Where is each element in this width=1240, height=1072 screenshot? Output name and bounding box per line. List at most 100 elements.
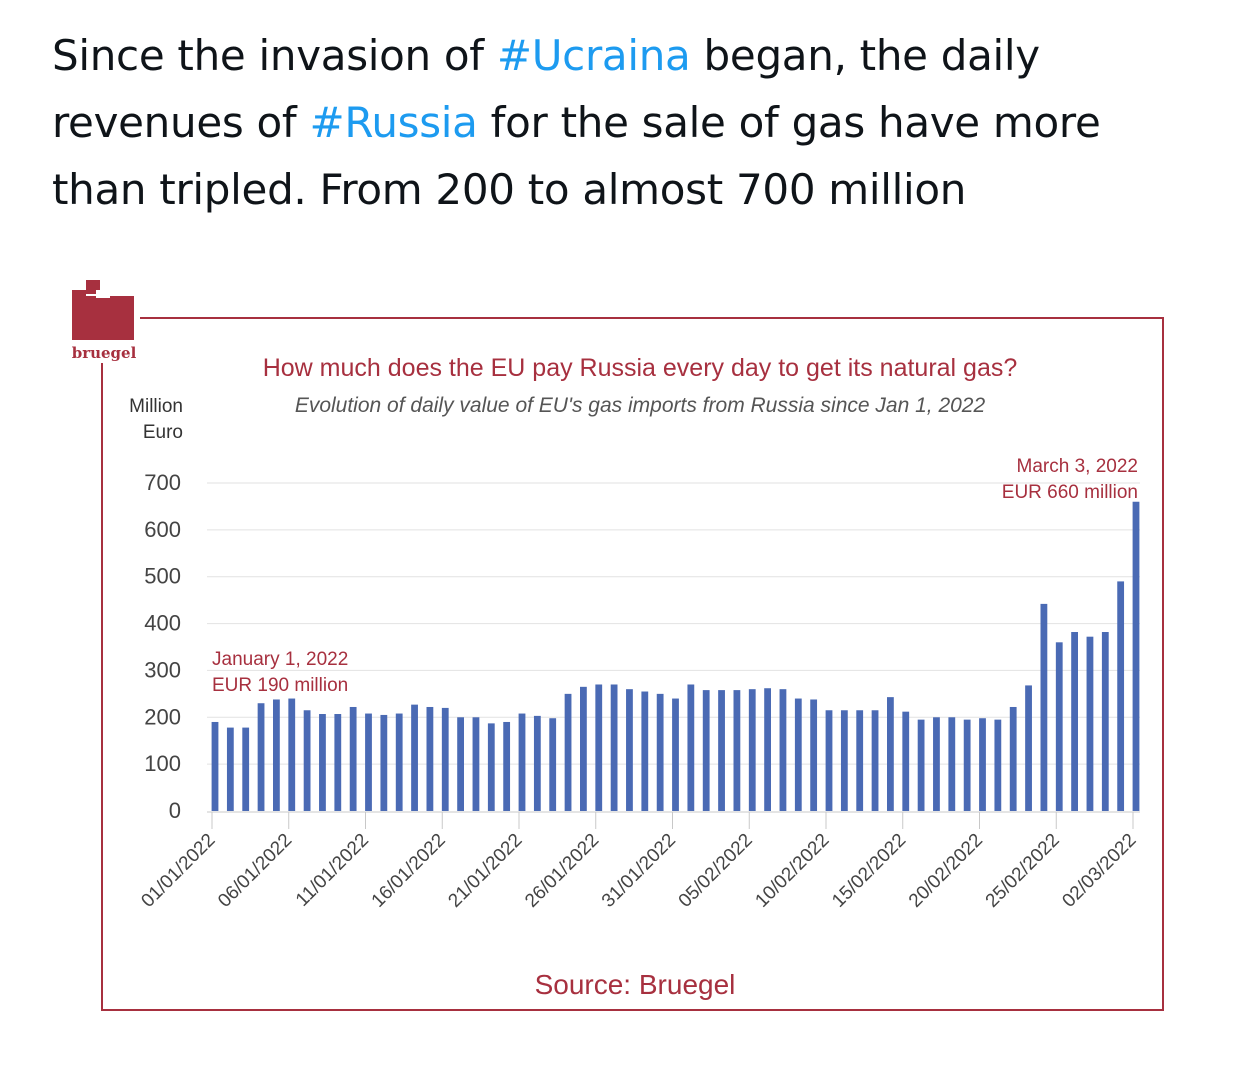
x-axis-ticks: 01/01/202206/01/202211/01/202216/01/2022…	[137, 812, 1141, 912]
x-tick-label: 01/01/2022	[137, 830, 219, 912]
bar	[380, 714, 388, 811]
bar	[1086, 636, 1094, 811]
x-tick-label: 11/01/2022	[292, 830, 373, 911]
bar	[411, 704, 418, 811]
bar	[319, 714, 326, 811]
tweet-text-part-3: for the sale of gas have more than tripl…	[52, 98, 1101, 214]
bar	[656, 693, 664, 811]
x-tick-label: 31/01/2022	[598, 830, 680, 912]
x-tick-label: 02/03/2022	[1058, 830, 1140, 912]
bar	[840, 710, 848, 811]
x-tick-label: 06/01/2022	[214, 830, 296, 912]
chart-subtitle: Evolution of daily value of EU's gas imp…	[295, 394, 986, 417]
bar	[1071, 632, 1078, 811]
bar	[610, 684, 618, 811]
bar	[764, 688, 771, 811]
bar	[1009, 706, 1017, 811]
bar	[641, 691, 649, 811]
x-tick-label: 16/01/2022	[368, 830, 450, 912]
x-tick-label: 25/02/2022	[982, 830, 1064, 912]
chart-frame	[101, 317, 1164, 1011]
bar	[748, 689, 756, 811]
bar	[1117, 581, 1125, 811]
bar	[902, 711, 910, 811]
bar	[441, 707, 449, 811]
bar	[794, 698, 802, 811]
bar	[887, 697, 894, 811]
y-tick-label: 500	[144, 564, 181, 589]
bar	[503, 721, 511, 811]
bar	[871, 710, 879, 811]
chart-title: How much does the EU pay Russia every da…	[263, 354, 1018, 382]
bar	[472, 717, 480, 811]
y-tick-label: 600	[144, 517, 181, 542]
y-axis-label-line-2: Euro	[143, 422, 183, 443]
bar	[994, 719, 1002, 811]
bar	[288, 698, 296, 811]
bar	[1132, 501, 1140, 811]
bar	[810, 699, 818, 811]
x-tick-label: 21/01/2022	[444, 830, 526, 912]
annotation-end-date: March 3, 2022	[1017, 456, 1138, 477]
bar	[672, 698, 679, 811]
bar	[273, 699, 280, 811]
bar	[595, 684, 603, 811]
bar	[487, 723, 495, 811]
x-tick-label: 20/02/2022	[905, 830, 987, 912]
bar	[211, 721, 219, 811]
y-tick-label: 200	[144, 704, 181, 729]
x-tick-label: 15/02/2022	[828, 830, 910, 912]
logo-block-icon	[72, 296, 134, 340]
hashtag-russia-link[interactable]: #Russia	[309, 98, 478, 147]
bar	[457, 717, 464, 811]
bar	[963, 719, 971, 811]
bar	[718, 690, 725, 811]
bar	[426, 706, 434, 811]
bar	[948, 717, 956, 811]
bar	[687, 684, 695, 811]
y-tick-label: 300	[144, 657, 181, 682]
logo-wordmark: bruegel	[72, 344, 137, 362]
bruegel-logo: bruegel	[72, 280, 137, 362]
bar	[518, 713, 526, 811]
bar	[303, 710, 311, 811]
bar	[825, 710, 833, 811]
bar	[1101, 632, 1109, 811]
bar	[1025, 685, 1032, 811]
bar	[933, 717, 940, 811]
y-tick-label: 700	[144, 470, 181, 495]
y-axis-ticks: 0 100 200 300 400 500 600 700	[144, 470, 181, 823]
bar	[549, 718, 557, 811]
annotation-start-value: EUR 190 million	[212, 675, 348, 696]
bar	[395, 713, 403, 811]
bar	[702, 690, 710, 811]
y-axis-label-line-1: Million	[129, 396, 183, 417]
bar	[1040, 603, 1048, 811]
bar-series	[211, 501, 1140, 811]
bar	[257, 703, 265, 811]
hashtag-ucraina-link[interactable]: #Ucraina	[496, 31, 691, 80]
bar	[226, 727, 234, 811]
y-tick-label: 100	[144, 751, 181, 776]
bar	[349, 706, 357, 811]
y-tick-label: 400	[144, 611, 181, 636]
bar	[917, 719, 925, 811]
bar	[733, 690, 741, 811]
bar	[334, 714, 342, 811]
tweet-text-part-1: Since the invasion of	[52, 31, 497, 80]
bar	[979, 718, 986, 811]
bar	[564, 693, 572, 811]
annotation-start-date: January 1, 2022	[212, 649, 348, 670]
bar	[779, 689, 787, 811]
bar	[580, 686, 587, 811]
y-tick-label: 0	[169, 798, 181, 823]
bar	[626, 689, 633, 811]
bar	[856, 710, 864, 811]
bar	[533, 715, 541, 811]
x-tick-label: 26/01/2022	[521, 830, 603, 912]
annotation-end-value: EUR 660 million	[1002, 482, 1138, 503]
tweet-text: Since the invasion of #Ucraina began, th…	[52, 22, 1192, 223]
tweet-text-part-2: began, the daily revenues of	[52, 31, 1040, 147]
x-tick-label: 10/02/2022	[751, 830, 833, 912]
